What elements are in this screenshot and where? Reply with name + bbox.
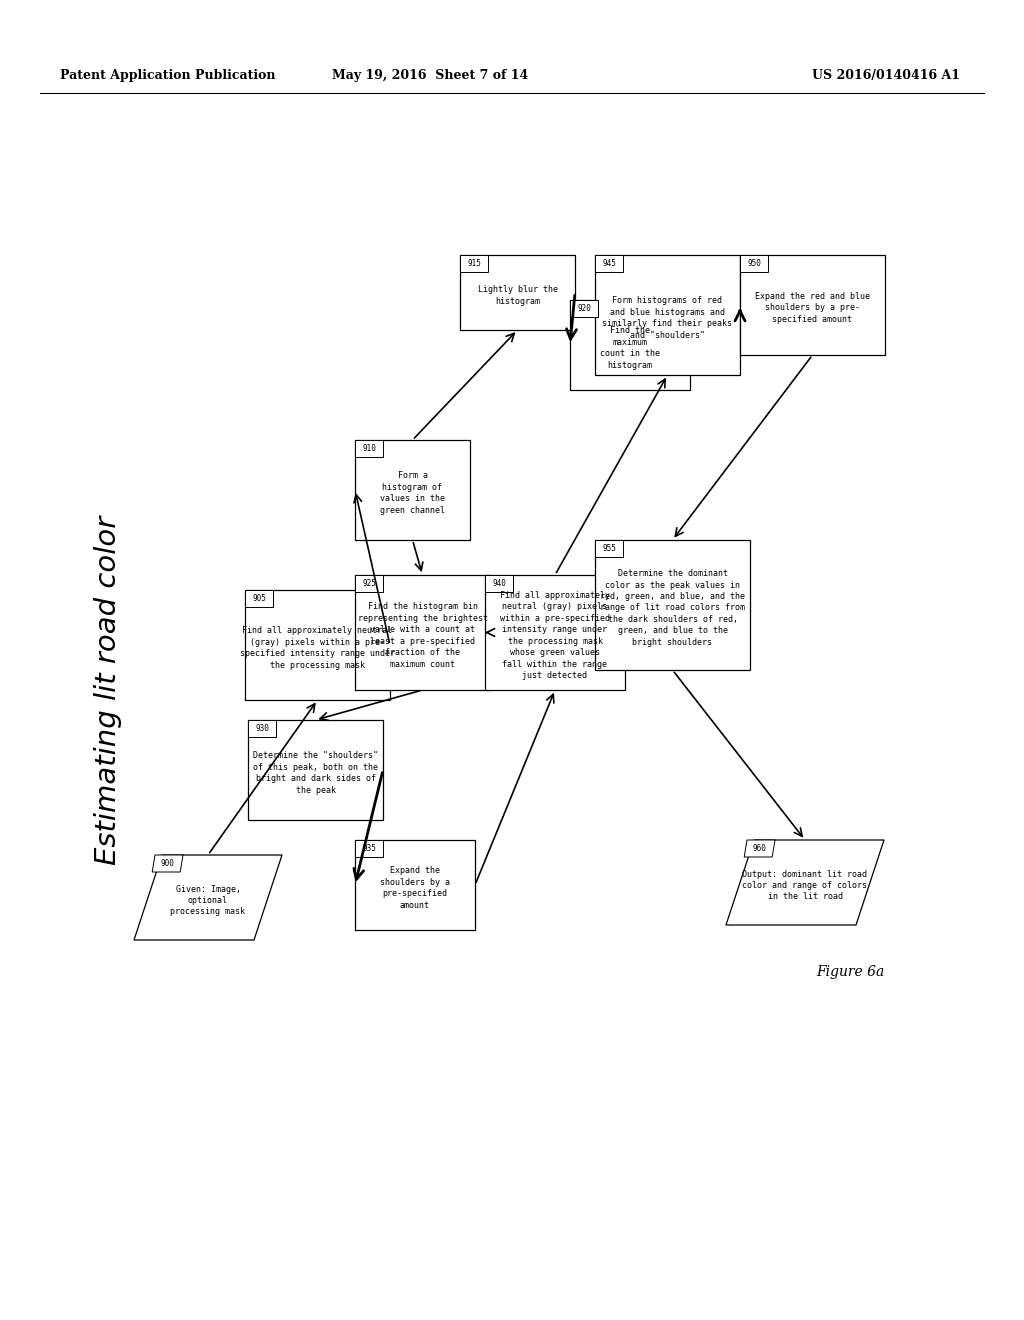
Text: Lightly blur the
histogram: Lightly blur the histogram bbox=[477, 285, 557, 306]
Bar bbox=[248, 719, 383, 820]
Text: Expand the red and blue
shoulders by a pre-
specified amount: Expand the red and blue shoulders by a p… bbox=[755, 292, 870, 323]
Bar bbox=[355, 440, 470, 540]
Text: 910: 910 bbox=[362, 444, 376, 453]
Bar bbox=[460, 255, 575, 330]
Text: Find all approximately neutral
(gray) pixels within a pre-
specified intensity r: Find all approximately neutral (gray) pi… bbox=[240, 626, 395, 669]
Text: 900: 900 bbox=[161, 859, 174, 869]
Bar bbox=[740, 255, 768, 272]
Bar bbox=[570, 300, 598, 317]
Bar bbox=[460, 255, 488, 272]
Bar bbox=[245, 590, 273, 607]
Text: 905: 905 bbox=[252, 594, 266, 603]
Text: 915: 915 bbox=[467, 259, 481, 268]
Text: Figure 6a: Figure 6a bbox=[816, 965, 884, 979]
Text: Determine the "shoulders"
of this peak, both on the
bright and dark sides of
the: Determine the "shoulders" of this peak, … bbox=[253, 751, 378, 795]
Text: May 19, 2016  Sheet 7 of 14: May 19, 2016 Sheet 7 of 14 bbox=[332, 69, 528, 82]
Text: Form a
histogram of
values in the
green channel: Form a histogram of values in the green … bbox=[380, 471, 445, 515]
Bar bbox=[595, 540, 623, 557]
Text: 950: 950 bbox=[748, 259, 761, 268]
Polygon shape bbox=[726, 840, 884, 925]
Bar bbox=[355, 576, 490, 690]
Bar bbox=[485, 576, 625, 690]
Bar bbox=[595, 255, 623, 272]
Text: US 2016/0140416 A1: US 2016/0140416 A1 bbox=[812, 69, 961, 82]
Bar bbox=[595, 255, 740, 375]
Text: Find all approximately
neutral (gray) pixels
within a pre-specified
intensity ra: Find all approximately neutral (gray) pi… bbox=[500, 591, 610, 680]
Bar bbox=[355, 840, 383, 857]
Text: 945: 945 bbox=[602, 259, 616, 268]
Bar bbox=[248, 719, 276, 737]
Bar bbox=[245, 590, 390, 700]
Text: 935: 935 bbox=[362, 843, 376, 853]
Text: Patent Application Publication: Patent Application Publication bbox=[60, 69, 275, 82]
Text: Form histograms of red
and blue histograms and
similarly find their peaks
and "s: Form histograms of red and blue histogra… bbox=[602, 296, 732, 339]
Bar bbox=[740, 255, 885, 355]
Polygon shape bbox=[153, 855, 183, 873]
Text: Expand the
shoulders by a
pre-specified
amount: Expand the shoulders by a pre-specified … bbox=[380, 866, 450, 909]
Bar bbox=[570, 300, 690, 389]
Text: Find the
maximum
count in the
histogram: Find the maximum count in the histogram bbox=[600, 326, 660, 370]
Text: 920: 920 bbox=[578, 304, 591, 313]
Bar bbox=[595, 540, 750, 671]
Text: Determine the dominant
color as the peak values in
red, green, and blue, and the: Determine the dominant color as the peak… bbox=[600, 569, 745, 647]
Polygon shape bbox=[134, 855, 282, 940]
Bar bbox=[355, 440, 383, 457]
Text: Find the histogram bin
representing the brightest
value with a count at
least a : Find the histogram bin representing the … bbox=[357, 602, 487, 669]
Text: 925: 925 bbox=[362, 579, 376, 587]
Text: Given: Image,
optional
processing mask: Given: Image, optional processing mask bbox=[171, 884, 246, 916]
Text: 940: 940 bbox=[493, 579, 506, 587]
Bar bbox=[485, 576, 513, 591]
Text: 930: 930 bbox=[255, 723, 269, 733]
Text: 955: 955 bbox=[602, 544, 616, 553]
Bar bbox=[355, 576, 383, 591]
Text: Estimating lit road color: Estimating lit road color bbox=[94, 515, 122, 865]
Polygon shape bbox=[744, 840, 775, 857]
Text: 960: 960 bbox=[753, 843, 767, 853]
Bar bbox=[355, 840, 475, 931]
Text: Output: dominant lit road
color and range of colors
in the lit road: Output: dominant lit road color and rang… bbox=[742, 870, 867, 902]
